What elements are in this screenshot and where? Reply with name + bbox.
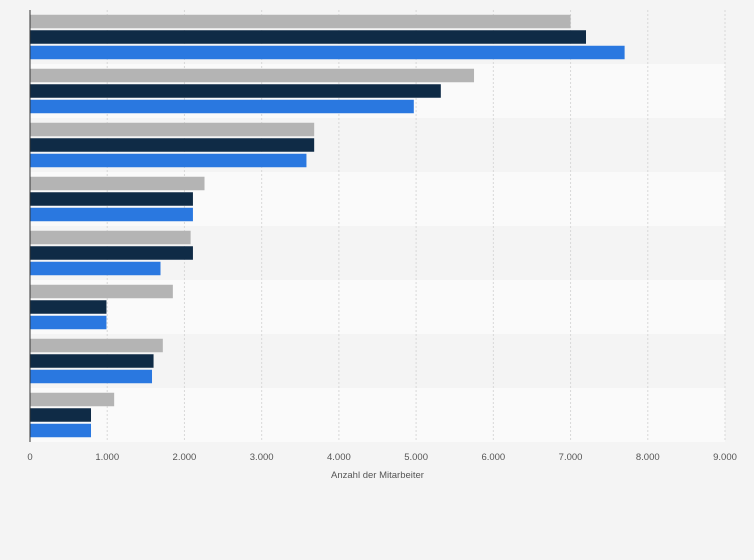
bar — [30, 207, 193, 222]
x-axis-title: Anzahl der Mitarbeiter — [331, 470, 424, 481]
bar — [30, 138, 315, 152]
x-tick-label: 0 — [27, 452, 32, 463]
bar — [30, 45, 625, 60]
x-tick-label: 5.000 — [404, 452, 428, 463]
x-tick-label: 4.000 — [327, 452, 351, 463]
x-tick-label: 2.000 — [173, 452, 197, 463]
bar — [30, 122, 315, 137]
bar — [30, 315, 107, 330]
bar — [30, 230, 191, 245]
x-tick-label: 1.000 — [95, 452, 119, 463]
bar — [30, 68, 475, 83]
bar — [30, 261, 161, 276]
bar — [30, 99, 414, 114]
bar — [30, 300, 107, 314]
x-axis-ticks: 0 1.000 2.000 3.000 4.000 5.000 6.000 7.000 8.00… — [27, 452, 737, 463]
bar — [30, 423, 92, 438]
x-tick-label: 6.000 — [481, 452, 505, 463]
x-tick-label: 9.000 — [713, 452, 737, 463]
bar — [30, 246, 193, 260]
bar — [30, 176, 205, 191]
bar — [30, 14, 571, 29]
x-tick-label: 3.000 — [250, 452, 274, 463]
bars — [30, 14, 625, 438]
bar — [30, 284, 173, 299]
bar — [30, 192, 193, 206]
bar — [30, 30, 586, 44]
bar — [30, 392, 115, 407]
bar — [30, 408, 92, 422]
bar — [30, 338, 163, 353]
bar — [30, 369, 153, 384]
x-tick-label: 7.000 — [559, 452, 583, 463]
bar — [30, 84, 441, 98]
bar — [30, 354, 154, 368]
bar — [30, 153, 307, 168]
x-tick-label: 8.000 — [636, 452, 660, 463]
row-band — [30, 388, 725, 442]
